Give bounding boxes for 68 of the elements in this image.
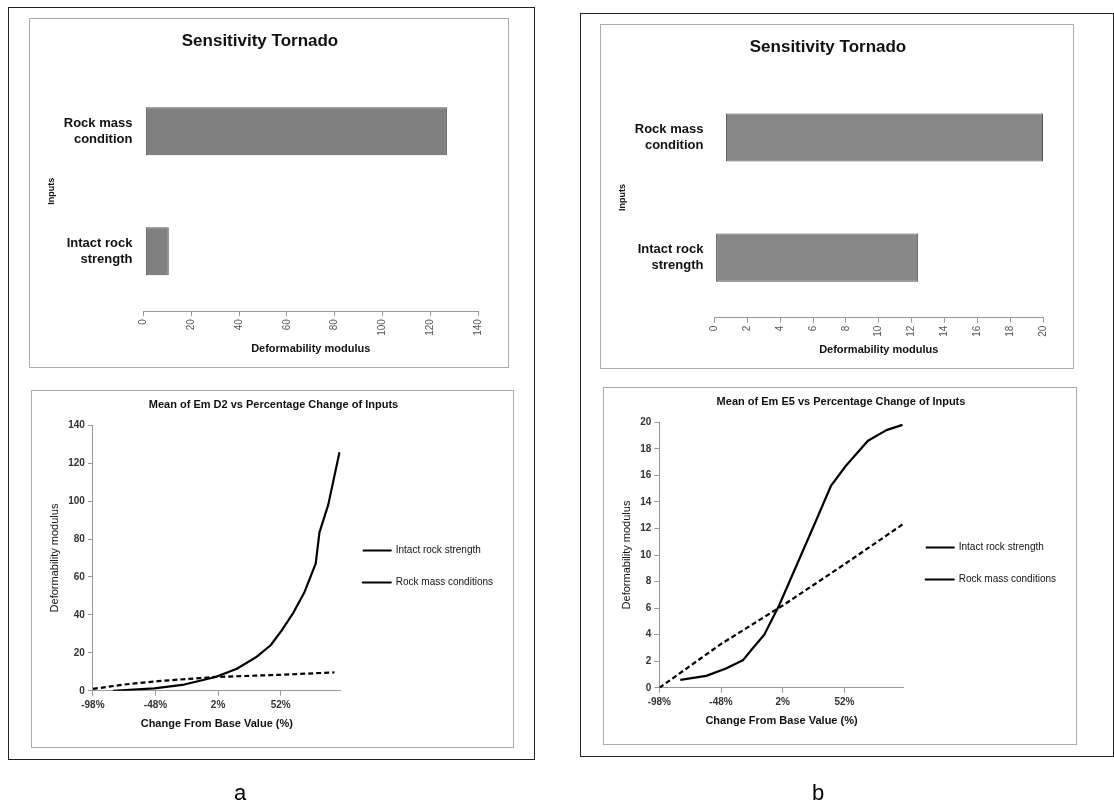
x-tick-label: 0 bbox=[137, 318, 149, 325]
x-axis-title: Deformability modulus bbox=[251, 342, 371, 355]
x-tick-label: 2% bbox=[210, 698, 226, 710]
y-tick-label: 2 bbox=[645, 654, 652, 666]
y-tick-label: Intact rock strength bbox=[637, 241, 705, 272]
y-tick-label: 8 bbox=[645, 575, 652, 587]
text: a bbox=[232, 780, 248, 806]
x-tick-label: 2% bbox=[775, 695, 791, 707]
y-tick-label: 40 bbox=[73, 608, 86, 620]
x-tick-label: 12 bbox=[905, 325, 917, 337]
y-tick-label: 0 bbox=[645, 681, 652, 693]
y-tick-label: 6 bbox=[645, 601, 652, 613]
legend-label: Rock mass conditions bbox=[958, 573, 1056, 585]
x-axis-title: Change From Base Value (%) bbox=[140, 717, 294, 730]
y-tick-label: Intact rock strength bbox=[66, 234, 134, 266]
y-axis-title: Inputs bbox=[45, 177, 56, 205]
x-tick-label: 8 bbox=[839, 325, 851, 332]
x-tick-label: 2 bbox=[741, 325, 753, 332]
chart-title: Mean of Em E5 vs Percentage Change of Inputs bbox=[716, 394, 966, 407]
y-tick-label: 20 bbox=[640, 415, 652, 427]
legend-label: Rock mass conditions bbox=[395, 576, 493, 588]
y-tick-label: 100 bbox=[68, 494, 86, 506]
y-tick-label: 12 bbox=[640, 522, 652, 534]
y-tick-label: 14 bbox=[640, 495, 652, 507]
y-axis-title: Deformability modulus bbox=[47, 503, 60, 613]
chart-title: Sensitivity Tornado bbox=[181, 30, 339, 50]
x-tick-label: 4 bbox=[773, 325, 785, 332]
y-tick-label: 0 bbox=[79, 684, 86, 696]
x-tick-label: 20 bbox=[184, 318, 196, 331]
x-tick-label: 120 bbox=[423, 318, 435, 336]
x-tick-label: 60 bbox=[280, 318, 292, 331]
chart-title: Mean of Em D2 vs Percentage Change of Inputs bbox=[148, 397, 399, 410]
y-tick-label: 140 bbox=[68, 418, 86, 430]
y-tick-label: 10 bbox=[640, 548, 652, 560]
y-tick-label: 16 bbox=[640, 469, 652, 481]
y-tick-label: Rock mass condition bbox=[63, 115, 133, 146]
x-tick-label: 16 bbox=[971, 325, 983, 337]
x-tick-label: 0 bbox=[708, 325, 720, 332]
y-axis-title: Deformability modulus bbox=[619, 500, 632, 610]
chart-title: Sensitivity Tornado bbox=[749, 36, 907, 56]
x-tick-label: 100 bbox=[376, 318, 388, 336]
x-tick-label: -98% bbox=[81, 698, 105, 710]
x-tick-label: 18 bbox=[1003, 325, 1015, 337]
y-tick-label: 4 bbox=[645, 628, 652, 640]
text: b bbox=[810, 780, 826, 806]
x-axis-title: Deformability modulus bbox=[819, 343, 939, 356]
y-tick-label: 120 bbox=[68, 456, 86, 468]
x-tick-label: 40 bbox=[232, 318, 244, 331]
x-axis-title: Change From Base Value (%) bbox=[705, 714, 858, 727]
x-tick-label: 6 bbox=[806, 325, 818, 332]
x-tick-label: 52% bbox=[270, 698, 291, 710]
x-tick-label: 20 bbox=[1036, 325, 1048, 337]
x-tick-label: -98% bbox=[647, 695, 672, 707]
x-tick-label: 140 bbox=[471, 318, 483, 336]
x-tick-label: 10 bbox=[872, 325, 884, 337]
x-tick-label: -48% bbox=[709, 695, 733, 707]
y-axis-title: Inputs bbox=[616, 184, 627, 212]
y-tick-label: 80 bbox=[73, 532, 86, 544]
legend-label: Intact rock strength bbox=[395, 544, 481, 556]
x-tick-label: 14 bbox=[938, 325, 950, 337]
y-tick-label: 60 bbox=[73, 570, 86, 582]
x-tick-label: 52% bbox=[834, 695, 855, 707]
y-tick-label: Rock mass condition bbox=[634, 121, 704, 152]
y-tick-label: 18 bbox=[640, 442, 652, 454]
x-tick-label: 80 bbox=[328, 318, 340, 331]
x-tick-label: -48% bbox=[143, 698, 168, 710]
legend-label: Intact rock strength bbox=[958, 541, 1044, 553]
y-tick-label: 20 bbox=[73, 646, 86, 658]
